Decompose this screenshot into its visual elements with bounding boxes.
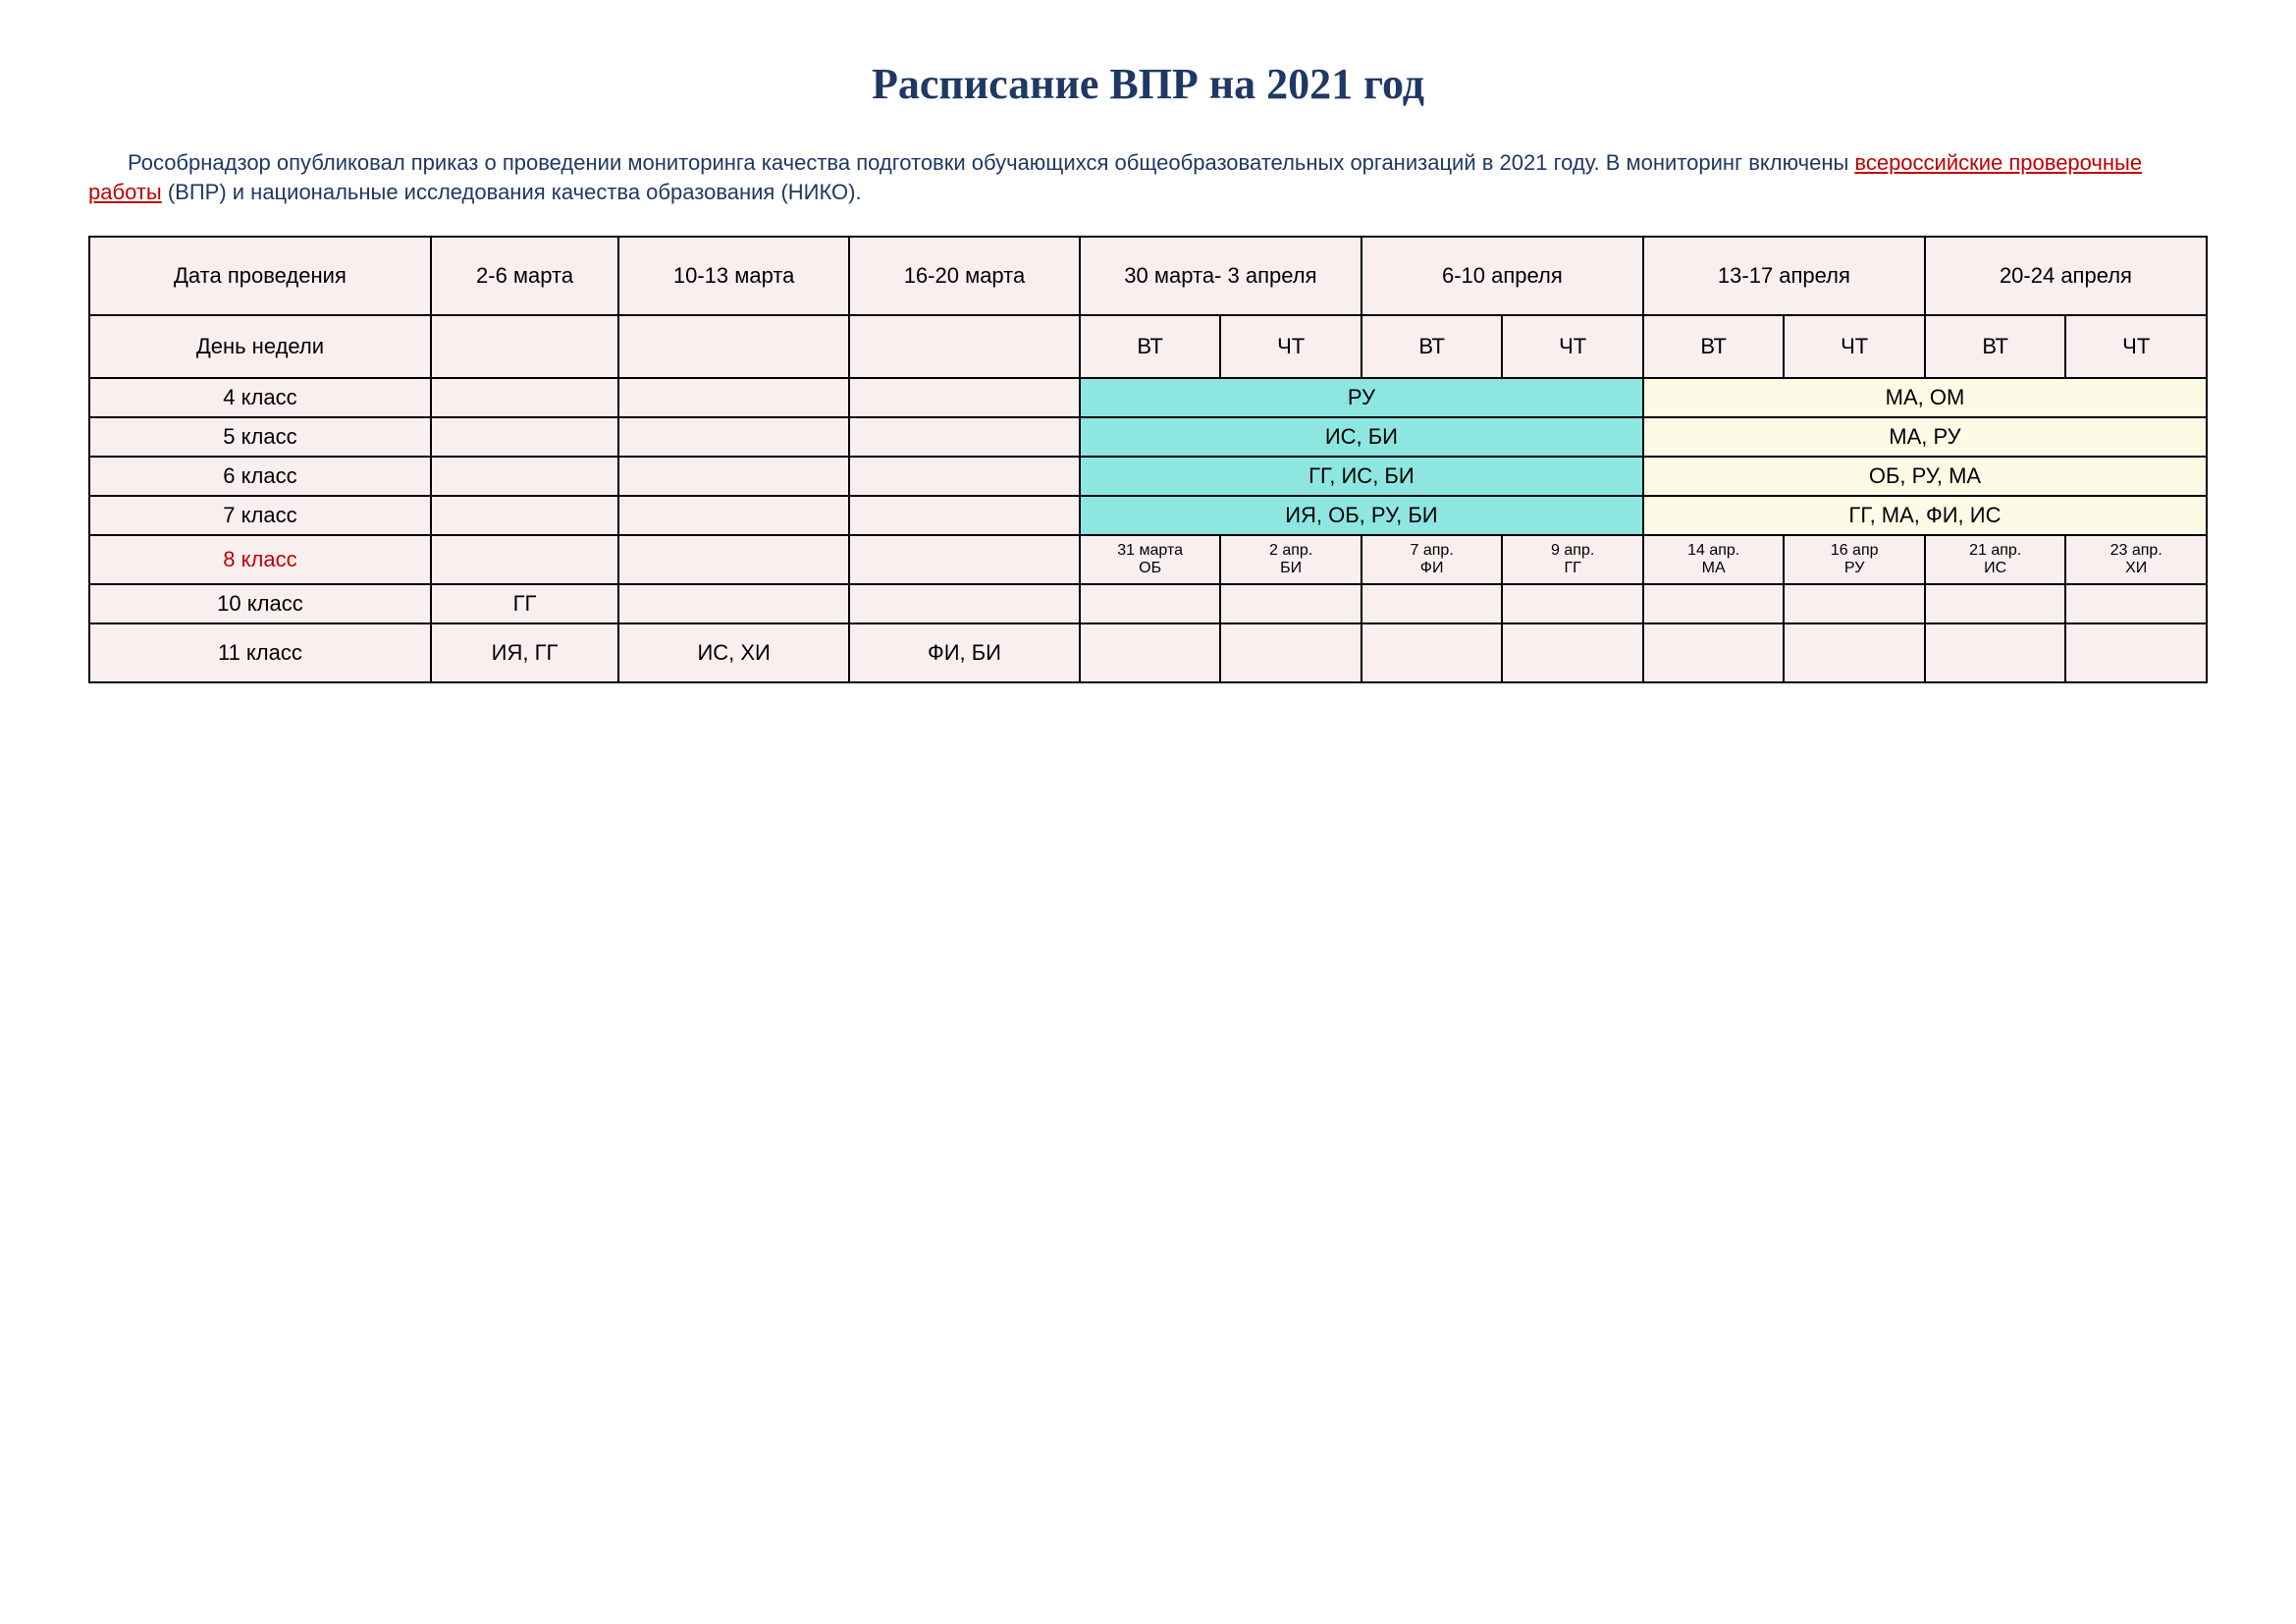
- blank-cell: [1925, 584, 2066, 623]
- blank-cell: [849, 496, 1080, 535]
- page-title: Расписание ВПР на 2021 год: [88, 59, 2208, 109]
- blank-cell: [431, 417, 618, 457]
- cell-c8-d8: 23 апр.ХИ: [2065, 535, 2207, 583]
- row-10klass: 10 класс ГГ: [89, 584, 2207, 623]
- blank-cell: [1643, 623, 1785, 682]
- cell-c8-d1: 31 мартаОБ: [1080, 535, 1221, 583]
- row-7klass: 7 класс ИЯ, ОБ, РУ, БИ ГГ, МА, ФИ, ИС: [89, 496, 2207, 535]
- day-vt: ВТ: [1925, 315, 2066, 378]
- blank-cell: [1220, 623, 1362, 682]
- day-cht: ЧТ: [2065, 315, 2207, 378]
- blank-cell: [431, 496, 618, 535]
- blank-cell: [618, 417, 849, 457]
- blank-cell: [1080, 623, 1221, 682]
- cell-c8-d7: 21 апр.ИС: [1925, 535, 2066, 583]
- day-vt: ВТ: [1080, 315, 1221, 378]
- blank-cell: [849, 457, 1080, 496]
- header-dayofweek: День недели: [89, 315, 431, 378]
- blank-cell: [618, 378, 849, 417]
- blank-cell: [1362, 623, 1503, 682]
- cell-c10-gg: ГГ: [431, 584, 618, 623]
- row-8klass: 8 класс 31 мартаОБ 2 апр.БИ 7 апр.ФИ 9 а…: [89, 535, 2207, 583]
- row-label: 11 класс: [89, 623, 431, 682]
- cell-c8-d3: 7 апр.ФИ: [1362, 535, 1503, 583]
- blank-cell: [618, 457, 849, 496]
- row-label: 4 класс: [89, 378, 431, 417]
- blank-cell: [849, 417, 1080, 457]
- cell-c8-d2: 2 апр.БИ: [1220, 535, 1362, 583]
- blank-cell: [1502, 623, 1643, 682]
- blank-cell: [849, 535, 1080, 583]
- header-date: Дата проведения: [89, 237, 431, 315]
- cell-c11-c: ФИ, БИ: [849, 623, 1080, 682]
- cell-c4-a: РУ: [1080, 378, 1643, 417]
- row-label: 10 класс: [89, 584, 431, 623]
- row-4klass: 4 класс РУ МА, ОМ: [89, 378, 2207, 417]
- cell-c6-b: ОБ, РУ, МА: [1643, 457, 2207, 496]
- blank-cell: [431, 457, 618, 496]
- blank-cell: [1220, 584, 1362, 623]
- blank-cell: [2065, 623, 2207, 682]
- blank-cell: [1784, 584, 1925, 623]
- cell-c4-b: МА, ОМ: [1643, 378, 2207, 417]
- cell-c6-a: ГГ, ИС, БИ: [1080, 457, 1643, 496]
- blank-cell: [849, 315, 1080, 378]
- row-6klass: 6 класс ГГ, ИС, БИ ОБ, РУ, МА: [89, 457, 2207, 496]
- blank-cell: [618, 496, 849, 535]
- blank-cell: [2065, 584, 2207, 623]
- cell-c8-d5: 14 апр.МА: [1643, 535, 1785, 583]
- header-row-days: День недели ВТ ЧТ ВТ ЧТ ВТ ЧТ ВТ ЧТ: [89, 315, 2207, 378]
- intro-text-before: Рособрнадзор опубликовал приказ о провед…: [128, 150, 1854, 175]
- blank-cell: [1643, 584, 1785, 623]
- row-label: 8 класс: [89, 535, 431, 583]
- blank-cell: [618, 315, 849, 378]
- intro-paragraph: Рособрнадзор опубликовал приказ о провед…: [88, 148, 2208, 206]
- cell-c11-b: ИС, ХИ: [618, 623, 849, 682]
- intro-text-after: (ВПР) и национальные исследования качест…: [168, 180, 862, 204]
- schedule-table: Дата проведения 2-6 марта 10-13 марта 16…: [88, 236, 2208, 682]
- blank-cell: [1362, 584, 1503, 623]
- cell-c5-b: МА, РУ: [1643, 417, 2207, 457]
- day-cht: ЧТ: [1220, 315, 1362, 378]
- cell-c7-b: ГГ, МА, ФИ, ИС: [1643, 496, 2207, 535]
- header-p6: 13-17 апреля: [1643, 237, 1925, 315]
- blank-cell: [1925, 623, 2066, 682]
- blank-cell: [431, 378, 618, 417]
- header-p2: 10-13 марта: [618, 237, 849, 315]
- blank-cell: [1784, 623, 1925, 682]
- cell-c11-a: ИЯ, ГГ: [431, 623, 618, 682]
- row-5klass: 5 класс ИС, БИ МА, РУ: [89, 417, 2207, 457]
- header-p1: 2-6 марта: [431, 237, 618, 315]
- row-label: 5 класс: [89, 417, 431, 457]
- blank-cell: [618, 584, 849, 623]
- blank-cell: [618, 535, 849, 583]
- day-cht: ЧТ: [1502, 315, 1643, 378]
- blank-cell: [849, 584, 1080, 623]
- header-p5: 6-10 апреля: [1362, 237, 1643, 315]
- day-vt: ВТ: [1362, 315, 1503, 378]
- day-cht: ЧТ: [1784, 315, 1925, 378]
- day-vt: ВТ: [1643, 315, 1785, 378]
- cell-c8-d4: 9 апр.ГГ: [1502, 535, 1643, 583]
- header-p7: 20-24 апреля: [1925, 237, 2207, 315]
- cell-c7-a: ИЯ, ОБ, РУ, БИ: [1080, 496, 1643, 535]
- row-label: 7 класс: [89, 496, 431, 535]
- blank-cell: [431, 535, 618, 583]
- blank-cell: [1502, 584, 1643, 623]
- row-label: 6 класс: [89, 457, 431, 496]
- cell-c5-a: ИС, БИ: [1080, 417, 1643, 457]
- header-p3: 16-20 марта: [849, 237, 1080, 315]
- blank-cell: [431, 315, 618, 378]
- row-11klass: 11 класс ИЯ, ГГ ИС, ХИ ФИ, БИ: [89, 623, 2207, 682]
- blank-cell: [1080, 584, 1221, 623]
- header-row-dates: Дата проведения 2-6 марта 10-13 марта 16…: [89, 237, 2207, 315]
- cell-c8-d6: 16 апрРУ: [1784, 535, 1925, 583]
- header-p4: 30 марта- 3 апреля: [1080, 237, 1362, 315]
- blank-cell: [849, 378, 1080, 417]
